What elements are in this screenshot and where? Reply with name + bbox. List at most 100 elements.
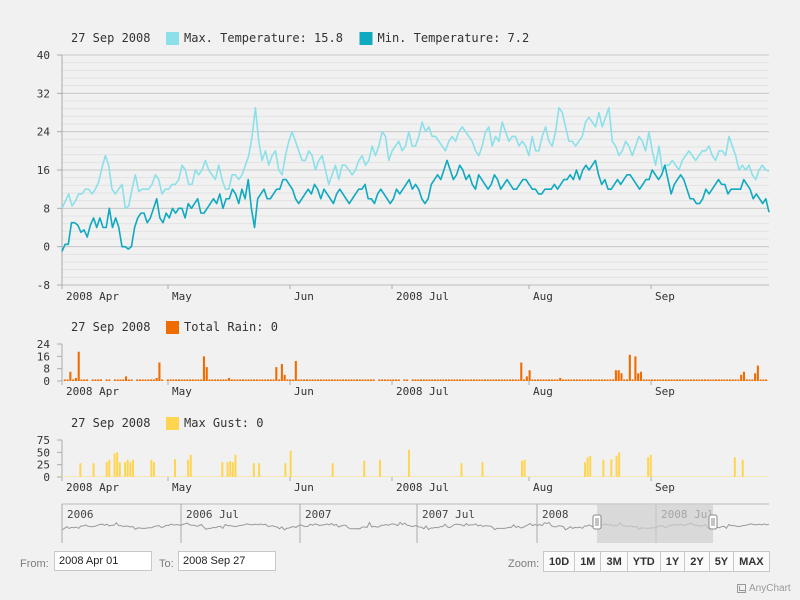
bar [166,379,169,381]
bar [347,379,350,381]
bar [305,379,308,381]
bar [581,379,584,381]
bar [124,376,128,382]
to-date-input[interactable] [178,551,276,571]
bar [687,379,690,381]
bar [226,462,229,477]
zoom-1y-button[interactable]: 1Y [659,551,686,572]
from-date-input[interactable] [54,551,152,571]
zoom-1m-button[interactable]: 1M [574,551,602,572]
bar [472,379,475,381]
bar [264,379,267,381]
bar [372,379,375,381]
bar [528,370,531,381]
bar [531,379,534,381]
bar [183,379,186,381]
y-tick-label: 24 [37,338,51,351]
legend-entry: Max Gust: 0 [184,416,263,430]
bar [350,379,353,381]
y-tick-label: 50 [37,446,50,459]
bar [475,379,478,381]
bar [614,370,617,381]
bar [667,379,670,381]
bar [97,379,100,381]
bar [536,379,540,381]
legend: 27 Sep 2008 Max. Temperature: 15.8 Min. Te… [71,31,529,45]
bar [570,379,573,381]
scroller-label: 2006 [67,508,94,521]
legend-entry: Min. Temperature: 7.2 [378,31,530,45]
bar [523,459,526,477]
bar [124,462,127,477]
bar [286,379,289,381]
handle-body [592,514,602,530]
bar [266,379,270,381]
bar [308,379,311,381]
credits-text: AnyChart [749,583,791,594]
y-tick-label: 8 [43,202,50,215]
x-tick-label: 2008 Apr [66,290,119,303]
bar [230,379,233,381]
credits-link[interactable]: AnyChart [737,583,791,594]
bar [698,379,701,381]
bar [701,379,704,381]
bar [233,379,236,381]
bar [247,379,250,381]
bar [545,379,548,381]
zoom-3m-button[interactable]: 3M [600,551,628,572]
bar [642,379,645,381]
bar [369,379,373,381]
zoom-10d-button[interactable]: 10D [543,551,576,572]
zoom-label: Zoom: [508,558,540,570]
bar [653,379,656,381]
bar [765,379,768,381]
zoom-5y-button[interactable]: 5Y [708,551,735,572]
bar [394,379,398,381]
bar [403,379,406,381]
scroller-handle-icon [592,514,602,530]
bar [733,457,736,477]
bar [141,379,144,381]
bar [584,379,587,381]
bar [144,379,147,381]
bar [445,379,448,381]
bar [651,379,654,381]
bar [681,379,684,381]
bar [595,379,598,381]
zoom-2y-button[interactable]: 2Y [684,551,710,572]
bar [720,379,723,381]
bar [692,379,695,381]
to-label: To: [159,558,174,570]
bar [509,379,512,381]
x-tick-label: May [172,290,192,303]
bar [734,379,737,381]
bar [631,379,634,381]
bar [105,462,108,477]
bar [484,379,487,381]
bar [695,379,698,381]
bar [126,459,129,477]
scroller-handle-icon [708,514,718,530]
bar [363,460,366,477]
handle-body [708,514,718,530]
bar [261,379,264,381]
bar [397,379,400,381]
bar [620,373,623,381]
bar [676,379,679,381]
zoom-max-button[interactable]: MAX [733,551,770,572]
bar [731,379,734,381]
bar [205,367,208,382]
bar [481,462,484,477]
bar [150,379,153,381]
bar [514,379,517,381]
bar [130,379,133,381]
zoom-ytd-button[interactable]: YTD [626,551,661,572]
bar [172,379,175,381]
bar [612,379,615,381]
legend-date: 27 Sep 2008 [71,320,150,334]
bar [589,379,592,381]
bar [155,377,158,381]
bar [367,379,370,381]
bar [105,379,108,381]
